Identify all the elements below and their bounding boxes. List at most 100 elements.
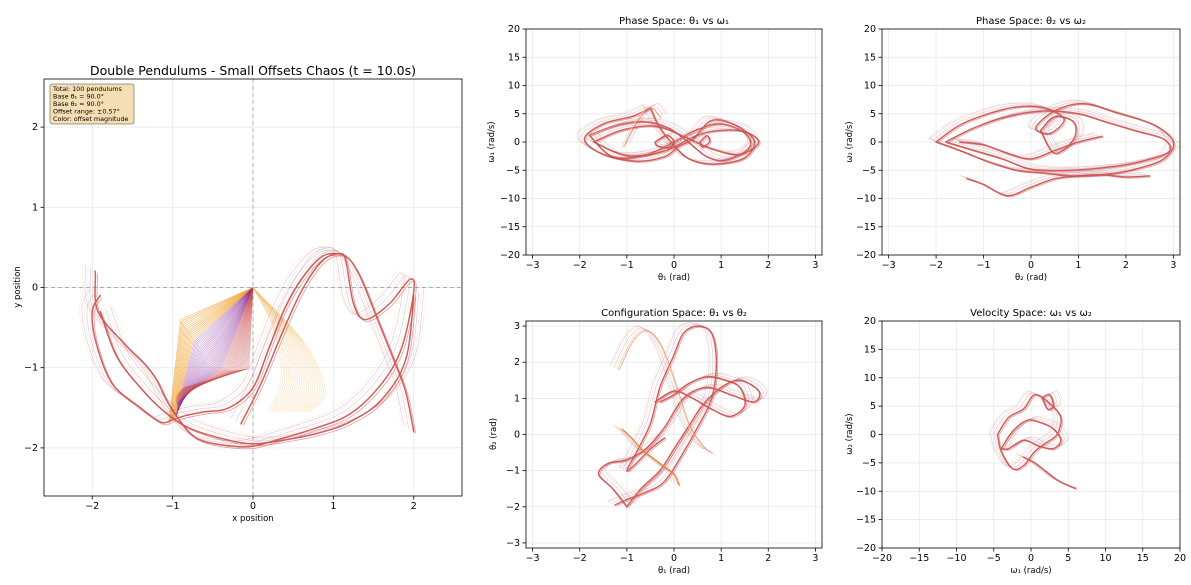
y-tick-label: 5 bbox=[514, 109, 520, 120]
y-tick-label: 0 bbox=[32, 283, 38, 294]
x-tick-label: 0 bbox=[250, 501, 256, 512]
trajectory-twin bbox=[700, 136, 712, 149]
x-tick-label: −1 bbox=[166, 501, 180, 512]
pendulum-rod bbox=[176, 287, 254, 402]
x-tick-label: 0 bbox=[1028, 260, 1034, 271]
pendulum-rod bbox=[177, 287, 254, 396]
pendulum-rod bbox=[176, 287, 254, 414]
pendulum-rod bbox=[177, 287, 254, 409]
trajectory-twin bbox=[968, 175, 1152, 198]
pendulum-curves bbox=[79, 245, 427, 450]
pendulum-rod bbox=[181, 287, 254, 390]
ghost-trajectory bbox=[252, 287, 311, 412]
pendulum-rod bbox=[170, 287, 254, 422]
x-tick-label: 5 bbox=[1065, 553, 1071, 564]
config-curves bbox=[597, 321, 769, 509]
annotation-background bbox=[49, 83, 135, 125]
ghost-trajectory bbox=[252, 287, 306, 412]
x-tick-label: −3 bbox=[526, 553, 540, 564]
trajectory-twin bbox=[961, 137, 1104, 161]
pendulum-frame bbox=[43, 78, 463, 497]
pendulum-xlabel: x position bbox=[232, 514, 273, 524]
pendulum-rod bbox=[176, 287, 254, 401]
pendulum-rod bbox=[183, 287, 254, 388]
phase1-curves bbox=[575, 102, 761, 166]
config-ticks: −3 −2 −1 0 1 2 3 −3 −2 −1 0 1 2 3 bbox=[506, 321, 818, 564]
trajectory-spread bbox=[952, 107, 1178, 168]
trajectory-spread bbox=[1009, 415, 1071, 446]
pendulum-rod bbox=[176, 287, 254, 415]
pendulum-rod bbox=[179, 287, 254, 393]
phase2-curves bbox=[927, 99, 1180, 198]
annotation-line: Total: 100 pendulums bbox=[52, 85, 123, 93]
y-tick-label: 20 bbox=[864, 316, 876, 327]
y-tick-label: 20 bbox=[508, 24, 520, 35]
phase2-xlabel: θ₂ (rad) bbox=[1015, 273, 1047, 283]
ghost-trajectory bbox=[252, 287, 319, 412]
y-tick-label: 10 bbox=[508, 81, 520, 92]
trajectory-spread bbox=[603, 377, 766, 505]
trajectory-spread bbox=[690, 131, 701, 144]
trajectory-twin bbox=[656, 377, 747, 418]
phase2-frame bbox=[881, 28, 1181, 256]
trajectory-twin bbox=[101, 297, 417, 447]
y-tick-label: −20 bbox=[856, 543, 876, 554]
x-tick-label: −2 bbox=[85, 501, 99, 512]
trajectory-spread bbox=[927, 99, 1166, 173]
x-tick-label: 20 bbox=[1174, 553, 1186, 564]
ghost-trajectory bbox=[252, 287, 297, 412]
y-tick-label: −20 bbox=[500, 250, 520, 261]
pendulum-rod bbox=[168, 287, 254, 424]
trajectory-spread bbox=[79, 245, 403, 440]
trajectory-small-loop bbox=[1041, 393, 1055, 411]
velocity-curves bbox=[988, 390, 1078, 490]
trajectory-spread bbox=[613, 424, 671, 482]
x-tick-label: −1 bbox=[620, 260, 634, 271]
config-grid bbox=[526, 321, 822, 548]
annotation-line: Color: offset magnitude bbox=[53, 115, 129, 123]
ghost-trajectory bbox=[252, 287, 289, 412]
x-tick-label: 3 bbox=[812, 260, 818, 271]
trajectory-twin bbox=[595, 126, 761, 158]
pendulum-rod bbox=[176, 287, 254, 414]
y-tick-label: 5 bbox=[870, 109, 876, 120]
trajectory-spread bbox=[1008, 416, 1069, 447]
y-tick-label: 1 bbox=[32, 202, 38, 213]
ghost-trajectory bbox=[252, 287, 300, 412]
x-tick-label: 2 bbox=[1123, 260, 1129, 271]
trajectory-spread bbox=[607, 375, 769, 503]
trajectory-spread bbox=[950, 132, 1094, 156]
ghost-trajectory bbox=[252, 287, 302, 412]
x-tick-label: −1 bbox=[977, 260, 991, 271]
x-tick-label: 1 bbox=[718, 553, 724, 564]
ghost-trajectory bbox=[252, 287, 317, 412]
trajectory-spread bbox=[991, 391, 1057, 468]
ghost-trajectory bbox=[252, 287, 315, 412]
trajectory-spread bbox=[988, 390, 1053, 466]
pendulum-rod bbox=[177, 287, 254, 407]
trajectory-spread bbox=[623, 105, 662, 146]
trajectory-inner-wiggle bbox=[959, 135, 1103, 160]
pendulum-rod bbox=[178, 287, 254, 393]
phase1-title: Phase Space: θ₁ vs ω₁ bbox=[619, 16, 729, 27]
y-tick-label: −10 bbox=[856, 486, 876, 497]
pendulum-rod bbox=[180, 287, 254, 392]
trajectory-spread bbox=[607, 322, 710, 502]
trajectory-twin bbox=[1043, 395, 1056, 411]
pendulum-rod bbox=[178, 287, 254, 394]
trajectory-small-loop-right bbox=[699, 135, 711, 148]
pendulum-rod bbox=[168, 287, 254, 424]
ghost-trajectory bbox=[252, 287, 293, 412]
pendulum-title: Double Pendulums - Small Offsets Chaos (… bbox=[90, 63, 416, 78]
pendulum-annotation-box: Total: 100 pendulums Base θ₁ = 90.0° Bas… bbox=[49, 83, 135, 125]
x-tick-label: 0 bbox=[671, 553, 677, 564]
annotation-line: Base θ₂ = 90.0° bbox=[53, 100, 104, 108]
pendulum-rod bbox=[176, 287, 254, 397]
x-tick-label: −5 bbox=[987, 553, 1001, 564]
pendulum-ylabel: y position bbox=[13, 266, 23, 307]
trajectory-spread bbox=[949, 108, 1175, 170]
y-tick-label: −2 bbox=[24, 443, 38, 454]
pendulum-rod bbox=[173, 287, 254, 419]
trajectory-arch bbox=[240, 253, 415, 433]
